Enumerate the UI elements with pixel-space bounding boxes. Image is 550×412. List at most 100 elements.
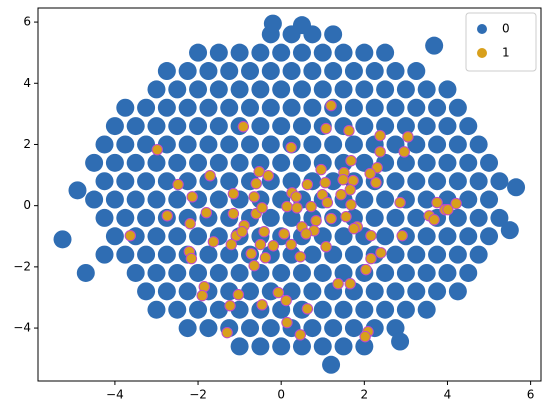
legend-marker bbox=[477, 24, 487, 34]
point bbox=[417, 263, 436, 282]
point bbox=[365, 98, 384, 117]
point bbox=[407, 172, 426, 191]
point bbox=[207, 236, 220, 248]
point bbox=[469, 245, 488, 264]
legend-label: 1 bbox=[502, 46, 510, 60]
point bbox=[396, 117, 415, 136]
point bbox=[324, 62, 343, 81]
point bbox=[355, 117, 374, 136]
y-tick-label: 2 bbox=[23, 137, 31, 151]
point bbox=[303, 98, 322, 117]
point bbox=[251, 117, 270, 136]
point bbox=[76, 263, 95, 282]
point bbox=[168, 117, 187, 136]
point bbox=[344, 184, 356, 196]
point bbox=[407, 98, 426, 117]
point bbox=[459, 263, 478, 282]
point bbox=[116, 245, 135, 264]
point bbox=[241, 282, 260, 301]
point bbox=[126, 190, 145, 209]
point bbox=[334, 300, 353, 319]
point bbox=[348, 222, 360, 235]
point bbox=[303, 62, 322, 81]
point bbox=[300, 228, 312, 240]
point bbox=[386, 172, 405, 191]
point bbox=[230, 263, 249, 282]
point bbox=[292, 117, 311, 136]
point bbox=[256, 202, 268, 214]
point bbox=[448, 98, 467, 117]
point bbox=[281, 316, 293, 329]
point bbox=[292, 80, 311, 99]
point bbox=[355, 190, 374, 209]
point bbox=[250, 177, 262, 190]
point bbox=[394, 196, 406, 209]
point bbox=[230, 43, 249, 62]
point bbox=[320, 240, 332, 253]
point bbox=[261, 135, 280, 154]
point bbox=[209, 43, 228, 62]
point bbox=[396, 229, 408, 242]
point bbox=[95, 172, 114, 191]
point bbox=[428, 214, 440, 226]
point bbox=[178, 135, 197, 154]
point bbox=[280, 294, 292, 307]
point bbox=[258, 225, 270, 238]
point bbox=[344, 319, 363, 338]
point bbox=[365, 282, 384, 301]
point bbox=[374, 129, 386, 142]
point bbox=[261, 208, 280, 227]
point bbox=[376, 43, 395, 62]
point bbox=[313, 80, 332, 99]
point bbox=[291, 202, 303, 214]
point bbox=[137, 245, 156, 264]
point bbox=[428, 282, 447, 301]
point bbox=[375, 247, 387, 259]
plot-area bbox=[53, 14, 526, 374]
point bbox=[256, 299, 268, 311]
point bbox=[345, 199, 357, 211]
point bbox=[469, 172, 488, 191]
point bbox=[428, 98, 447, 117]
point bbox=[417, 227, 436, 246]
point bbox=[345, 154, 357, 167]
point bbox=[225, 238, 238, 251]
point bbox=[199, 98, 218, 117]
point bbox=[251, 337, 270, 356]
point bbox=[442, 203, 454, 216]
y-tick-label: 6 bbox=[23, 15, 31, 29]
point bbox=[407, 62, 426, 81]
point bbox=[199, 135, 218, 154]
point bbox=[168, 80, 187, 99]
point bbox=[365, 62, 384, 81]
point bbox=[396, 80, 415, 99]
point bbox=[459, 153, 478, 172]
point bbox=[161, 210, 173, 222]
point bbox=[282, 172, 301, 191]
point bbox=[221, 326, 233, 339]
point bbox=[448, 245, 467, 264]
point bbox=[313, 337, 332, 356]
y-tick-label: 0 bbox=[23, 198, 31, 212]
point bbox=[313, 300, 332, 319]
point bbox=[398, 146, 410, 158]
legend: 01 bbox=[465, 12, 537, 72]
point bbox=[126, 153, 145, 172]
point bbox=[178, 98, 197, 117]
point bbox=[251, 80, 270, 99]
point bbox=[237, 121, 250, 133]
point bbox=[334, 80, 353, 99]
point bbox=[157, 282, 176, 301]
point bbox=[227, 207, 240, 220]
point bbox=[438, 153, 457, 172]
point bbox=[189, 43, 208, 62]
point bbox=[248, 191, 260, 203]
point bbox=[343, 125, 355, 137]
point bbox=[199, 62, 218, 81]
point bbox=[209, 80, 228, 99]
point bbox=[303, 245, 322, 264]
point bbox=[137, 208, 156, 227]
point bbox=[189, 263, 208, 282]
point bbox=[220, 62, 239, 81]
